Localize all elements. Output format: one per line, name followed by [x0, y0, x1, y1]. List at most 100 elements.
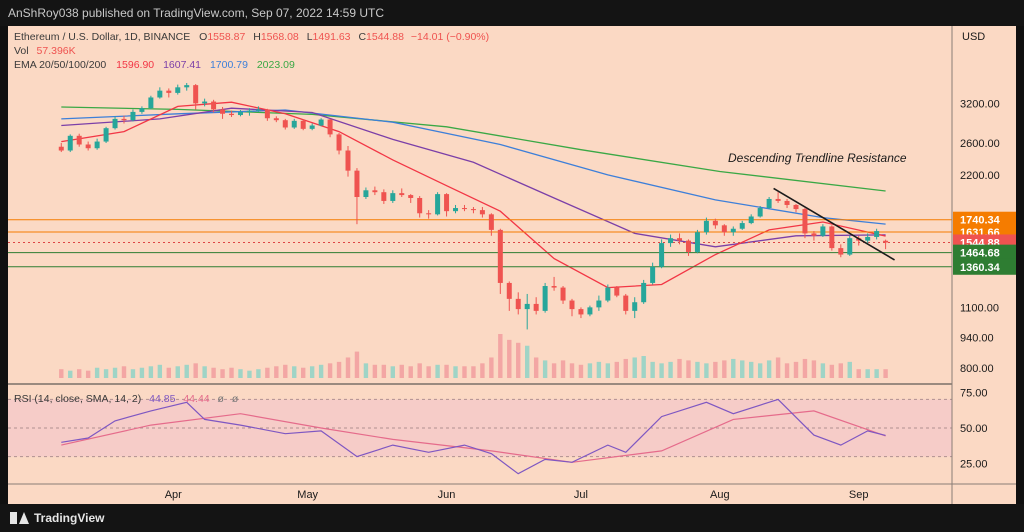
candle: [121, 115, 127, 124]
volume-bar: [569, 363, 575, 378]
candle-body: [435, 194, 441, 215]
candle-body: [766, 198, 772, 209]
candle-body: [229, 113, 235, 116]
price-label-text: 1360.34: [960, 262, 1001, 274]
volume-bar: [525, 345, 530, 378]
candle: [435, 192, 441, 216]
legend-symbol: Ethereum / U.S. Dollar, 1D, BINANCE: [14, 31, 190, 43]
time-tick-label: Aug: [710, 489, 730, 501]
candle-body: [479, 210, 485, 215]
legend-rsi-value: 44.85: [149, 393, 175, 405]
volume-bar: [784, 363, 790, 378]
candle-body: [184, 85, 190, 88]
volume-bar: [462, 366, 467, 378]
candle-body: [820, 226, 826, 236]
volume-bar: [390, 366, 395, 378]
candle-body: [426, 213, 432, 215]
chart-area[interactable]: Descending Trendline Resistance USD 3200…: [8, 26, 1016, 504]
candle-body: [730, 228, 736, 233]
volume-bar: [596, 361, 602, 378]
price-label-1464.68: 1464.68: [953, 244, 1016, 261]
price-tick-label: 1100.00: [960, 302, 999, 314]
volume-bar: [874, 369, 879, 378]
volume-bar: [354, 351, 360, 378]
candle-body: [668, 238, 674, 244]
volume-bar: [112, 367, 118, 378]
volume-bar: [471, 366, 476, 378]
volume-bar: [704, 363, 709, 378]
tradingview-logo[interactable]: TradingView: [10, 511, 104, 525]
candle: [220, 106, 226, 119]
publish-header: AnShRoy038 published on TradingView.com,…: [0, 0, 1024, 26]
candle: [184, 82, 190, 91]
candle-body: [148, 97, 154, 109]
candle: [318, 118, 324, 127]
volume-bar: [247, 370, 252, 378]
trendline-annotation[interactable]: Descending Trendline Resistance: [728, 151, 907, 165]
candle: [757, 205, 763, 218]
candle: [417, 196, 423, 218]
volume-bar: [435, 364, 440, 378]
candle: [775, 192, 781, 203]
candle: [497, 228, 503, 294]
candle: [838, 244, 844, 258]
candle: [461, 204, 467, 212]
descending-trendline[interactable]: [773, 187, 895, 261]
candle: [94, 138, 100, 150]
candle-body: [641, 282, 647, 303]
candle: [381, 189, 387, 204]
ema200-line: [61, 106, 886, 192]
legend-ema20-value: 1596.90: [116, 59, 154, 71]
candle: [793, 203, 799, 213]
candle-body: [524, 303, 530, 310]
volume-bar: [623, 358, 628, 378]
candle: [748, 214, 754, 225]
candle-body: [685, 240, 691, 252]
volume-bar: [211, 367, 216, 378]
candle-body: [865, 236, 871, 241]
volume-bar: [605, 363, 611, 378]
volume-bar: [309, 366, 315, 378]
candle-body: [202, 101, 208, 104]
candle-body: [246, 110, 252, 112]
candle-body: [327, 119, 333, 135]
candle: [58, 143, 64, 153]
volume-bar: [516, 342, 521, 378]
candle-body: [318, 119, 324, 126]
chart-svg[interactable]: Descending Trendline Resistance USD 3200…: [8, 26, 1016, 504]
candle: [605, 284, 611, 303]
volume-bar: [847, 361, 852, 378]
legend-open-key: O: [199, 31, 207, 43]
candle-body: [336, 134, 342, 151]
candle: [560, 286, 566, 304]
candle-body: [659, 243, 665, 267]
legend-volume-value: 57.396K: [37, 45, 76, 57]
candle-body: [157, 90, 163, 98]
svg-text:RSI (14, close, SMA, 14, 2): RSI (14, close, SMA, 14, 2) 44.85 44.44 …: [14, 393, 239, 405]
candle-body: [757, 208, 763, 217]
axis-currency: USD: [962, 31, 985, 43]
volume-bar: [507, 339, 512, 378]
candle: [632, 297, 638, 319]
price-tick-label: 2600.00: [960, 138, 1000, 150]
volume-bar: [166, 367, 171, 378]
candle: [479, 207, 485, 218]
candle-body: [291, 120, 297, 128]
volume-bar: [587, 363, 593, 378]
candle-body: [121, 118, 127, 121]
candle-body: [255, 109, 261, 111]
candle: [211, 99, 217, 113]
candle-body: [488, 214, 494, 230]
candle: [229, 110, 235, 117]
legend-high-value: 1568.08: [261, 31, 299, 43]
candle-body: [408, 195, 414, 198]
publish-info: AnShRoy038 published on TradingView.com,…: [8, 6, 385, 20]
candle: [372, 186, 378, 196]
volume-bar: [318, 364, 324, 378]
candle-body: [883, 240, 889, 243]
volume-bar: [220, 369, 225, 378]
candle: [811, 231, 817, 241]
legend-ema-label: EMA 20/50/100/200: [14, 59, 106, 71]
candle: [399, 188, 405, 198]
candle-body: [802, 209, 808, 234]
